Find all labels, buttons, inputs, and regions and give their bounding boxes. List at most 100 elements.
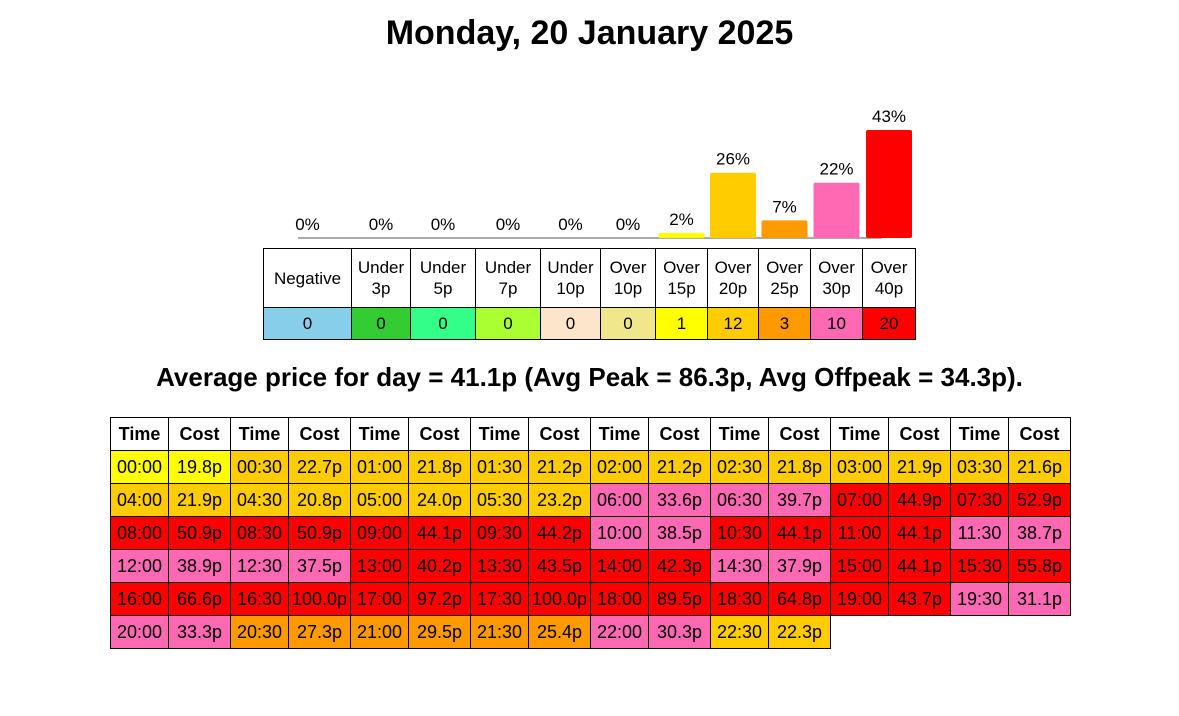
value-label: 0%: [558, 215, 583, 234]
band-header-row: Negative Under 3p Under 5p Under 7p Under 10…: [263, 248, 916, 308]
band-label: Over 25p: [758, 248, 811, 308]
slot-cost: 20.8p: [288, 483, 351, 517]
band-label: Over 40p: [862, 248, 916, 308]
time-header: Time: [470, 417, 529, 451]
band-label: Under 7p: [475, 248, 541, 308]
slot-time: 03:30: [950, 450, 1009, 484]
bar: [813, 182, 860, 238]
bar-chart: 0% 0% 0% 0% 0% 0% 2% 26% 7% 22% 43%: [295, 107, 912, 239]
slot-time: 08:00: [110, 516, 169, 550]
band-count: 20: [862, 307, 916, 340]
price-row: 20:00 33.3p 20:30 27.3p 21:00 29.5p 21:30 25.4p…: [110, 615, 1071, 649]
value-label: 0%: [369, 215, 394, 234]
slot-cost: 29.5p: [408, 615, 471, 649]
slot-time: 02:30: [710, 450, 769, 484]
slot-cost: 39.7p: [768, 483, 831, 517]
slot-time: 07:00: [830, 483, 889, 517]
slot-time: 06:30: [710, 483, 769, 517]
slot-cost: 23.2p: [528, 483, 591, 517]
time-header: Time: [950, 417, 1009, 451]
slot-time: 04:00: [110, 483, 169, 517]
page-title: Monday, 20 January 2025: [385, 14, 794, 52]
slot-time: 14:00: [590, 549, 649, 583]
slot-time: 01:00: [350, 450, 409, 484]
time-header: Time: [350, 417, 409, 451]
slot-time: 13:00: [350, 549, 409, 583]
cost-header: Cost: [888, 417, 951, 451]
price-header-row: Time Cost Time Cost Time Cost Time Cost Time Cost…: [110, 417, 1071, 451]
band-count: 3: [758, 307, 811, 340]
slot-cost: 97.2p: [408, 582, 471, 616]
slot-cost: 44.9p: [888, 483, 951, 517]
value-label: 43%: [872, 107, 906, 126]
slot-cost: 66.6p: [168, 582, 231, 616]
band-count: 1: [655, 307, 708, 340]
value-label: 0%: [295, 215, 320, 234]
slot-time: 19:00: [830, 582, 889, 616]
slot-cost: 33.6p: [648, 483, 711, 517]
slot-time: 14:30: [710, 549, 769, 583]
cost-header: Cost: [528, 417, 591, 451]
value-label: 22%: [819, 160, 853, 179]
slot-time: 16:30: [230, 582, 289, 616]
slot-cost: 55.8p: [1008, 549, 1071, 583]
band-count-row: 0 0 0 0 0 0 1 12 3 10 20: [263, 307, 916, 340]
band-label: Under 3p: [351, 248, 411, 308]
slot-time: 12:30: [230, 549, 289, 583]
band-count: 0: [600, 307, 656, 340]
slot-cost: 43.7p: [888, 582, 951, 616]
slot-time: 17:30: [470, 582, 529, 616]
time-header: Time: [230, 417, 289, 451]
slot-cost: 40.2p: [408, 549, 471, 583]
slot-cost: 44.1p: [888, 549, 951, 583]
slot-time: 20:30: [230, 615, 289, 649]
slot-cost: 89.5p: [648, 582, 711, 616]
band-count: 0: [475, 307, 541, 340]
slot-cost: 30.3p: [648, 615, 711, 649]
slot-cost: 38.9p: [168, 549, 231, 583]
slot-time: 03:00: [830, 450, 889, 484]
slot-time: 10:00: [590, 516, 649, 550]
bar: [761, 220, 808, 238]
bar: [658, 232, 705, 238]
value-label: 26%: [716, 150, 750, 169]
bar: [866, 130, 912, 238]
slot-time: 07:30: [950, 483, 1009, 517]
slot-time: 10:30: [710, 516, 769, 550]
value-label: 7%: [772, 197, 797, 216]
slot-time: 15:30: [950, 549, 1009, 583]
time-header: Time: [830, 417, 889, 451]
value-label: 2%: [669, 210, 694, 229]
band-label: Over 15p: [655, 248, 708, 308]
slot-time: 16:00: [110, 582, 169, 616]
slot-cost: 21.9p: [168, 483, 231, 517]
slot-time: 22:00: [590, 615, 649, 649]
value-label: 0%: [431, 215, 456, 234]
band-label: Under 10p: [540, 248, 601, 308]
slot-time: 04:30: [230, 483, 289, 517]
slot-time: 13:30: [470, 549, 529, 583]
slot-cost: 37.9p: [768, 549, 831, 583]
price-table: Time Cost Time Cost Time Cost Time Cost Time Cost…: [110, 417, 1071, 649]
band-count: 10: [810, 307, 863, 340]
slot-time: 02:00: [590, 450, 649, 484]
slot-cost: 21.6p: [1008, 450, 1071, 484]
price-row: 08:00 50.9p 08:30 50.9p 09:00 44.1p 09:30 44.2p…: [110, 516, 1071, 550]
slot-cost: 64.8p: [768, 582, 831, 616]
slot-cost: 44.1p: [408, 516, 471, 550]
slot-cost: 44.1p: [888, 516, 951, 550]
slot-time: 00:00: [110, 450, 169, 484]
slot-time: 17:00: [350, 582, 409, 616]
cost-header: Cost: [408, 417, 471, 451]
slot-cost: 38.7p: [1008, 516, 1071, 550]
slot-cost: 42.3p: [648, 549, 711, 583]
band-label: Over 20p: [707, 248, 759, 308]
slot-cost: 38.5p: [648, 516, 711, 550]
slot-cost: 44.1p: [768, 516, 831, 550]
slot-cost: 21.8p: [408, 450, 471, 484]
slot-time: 18:30: [710, 582, 769, 616]
slot-cost: 50.9p: [168, 516, 231, 550]
bar: [710, 172, 756, 238]
band-label: Under 5p: [410, 248, 476, 308]
